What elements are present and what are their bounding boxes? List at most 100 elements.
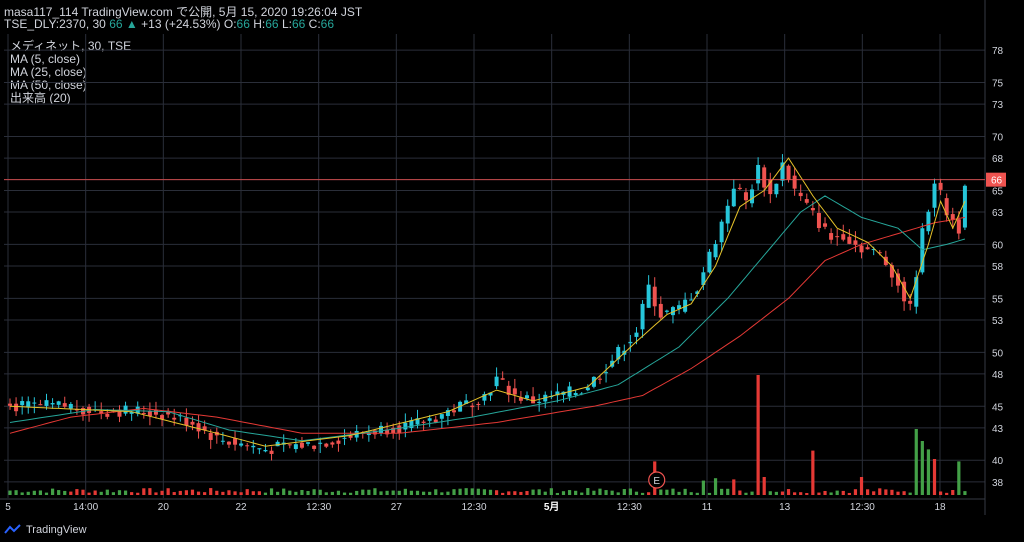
candle-body bbox=[488, 392, 493, 396]
candle-body bbox=[950, 214, 955, 220]
volume-bar bbox=[592, 490, 596, 495]
volume-bar bbox=[63, 490, 67, 495]
candle-body bbox=[677, 305, 682, 310]
publish-info: masa117_114 TradingView.com で公開, 5月 15, … bbox=[4, 5, 363, 19]
last-price-badge-label: 66 bbox=[991, 176, 1003, 187]
candle-body bbox=[707, 251, 712, 273]
x-tick-label: 22 bbox=[235, 502, 247, 513]
volume-bar bbox=[342, 492, 347, 495]
legend-series[interactable]: メディネット, 30, TSE bbox=[10, 39, 132, 53]
volume-bar bbox=[695, 492, 699, 495]
volume-bar bbox=[184, 490, 188, 495]
candle-body bbox=[135, 406, 140, 414]
volume-bar bbox=[902, 491, 906, 495]
x-tick-label: 18 bbox=[934, 502, 946, 513]
volume-bar bbox=[732, 479, 736, 495]
volume-bar bbox=[811, 450, 815, 495]
x-tick-label: 12:30 bbox=[850, 502, 875, 513]
close-value: 66 bbox=[320, 17, 335, 31]
change-value: +13 (+24.53%) bbox=[141, 17, 221, 31]
candle-body bbox=[172, 417, 177, 420]
candle-body bbox=[141, 412, 146, 414]
volume-bar bbox=[215, 490, 219, 495]
candle-body bbox=[433, 419, 438, 423]
candle-body bbox=[956, 219, 961, 234]
volume-bar bbox=[111, 492, 115, 495]
candle-body bbox=[312, 445, 317, 449]
volume-bar bbox=[245, 489, 249, 495]
volume-bar bbox=[330, 491, 334, 495]
volume-bar bbox=[866, 489, 870, 495]
legend-ma50[interactable]: MA (50, close) bbox=[10, 78, 87, 92]
y-tick-label: 50 bbox=[992, 348, 1004, 359]
volume-bar bbox=[403, 488, 407, 495]
volume-bar bbox=[458, 488, 462, 495]
volume-bar bbox=[69, 491, 73, 495]
legend-ma25[interactable]: MA (25, close) bbox=[10, 65, 87, 79]
candle-body bbox=[476, 403, 481, 405]
candle-body bbox=[762, 167, 767, 188]
y-tick-label: 63 bbox=[992, 208, 1004, 219]
candle-body bbox=[342, 437, 347, 439]
volume-bar bbox=[32, 490, 36, 495]
volume-bar bbox=[598, 488, 602, 495]
candle-body bbox=[56, 401, 61, 405]
volume-bar bbox=[428, 491, 432, 495]
candle-body bbox=[658, 303, 663, 318]
candle-body bbox=[506, 385, 511, 395]
candle-body bbox=[32, 402, 37, 404]
candle-body bbox=[597, 378, 602, 380]
volume-bar bbox=[50, 488, 55, 495]
volume-bar bbox=[793, 492, 797, 495]
volume-bar bbox=[567, 490, 572, 495]
earnings-marker-icon bbox=[648, 471, 666, 489]
candle-body bbox=[804, 199, 809, 203]
candle-body bbox=[324, 443, 329, 447]
x-tick-label: 20 bbox=[158, 502, 170, 513]
candle-body bbox=[26, 401, 31, 407]
candle-body bbox=[883, 256, 888, 265]
candle-body bbox=[494, 376, 499, 387]
x-tick-label: 13 bbox=[779, 502, 791, 513]
volume-bar bbox=[555, 492, 560, 495]
volume-bar bbox=[14, 490, 18, 495]
volume-bar bbox=[257, 491, 261, 495]
volume-bar bbox=[914, 429, 918, 495]
legend-ma5[interactable]: MA (5, close) bbox=[10, 52, 81, 66]
volume-bar bbox=[75, 489, 79, 495]
volume-bar bbox=[300, 489, 304, 495]
y-tick-label: 45 bbox=[992, 402, 1004, 413]
candle-body bbox=[908, 300, 913, 304]
candle-body bbox=[926, 211, 931, 232]
ma25-line bbox=[9, 195, 966, 442]
candle-body bbox=[226, 441, 231, 445]
volume-bar bbox=[8, 490, 12, 495]
candle-body bbox=[938, 182, 943, 190]
candle-body bbox=[853, 240, 858, 245]
candle-body bbox=[719, 221, 724, 243]
legend-volume[interactable]: 出来高 (20) bbox=[10, 91, 71, 105]
candle-body bbox=[810, 207, 815, 211]
candle-body bbox=[555, 391, 560, 396]
volume-bar bbox=[957, 461, 961, 495]
candle-body bbox=[944, 198, 949, 216]
volume-bar bbox=[738, 490, 742, 495]
candle-body bbox=[372, 430, 377, 435]
candle-body bbox=[269, 450, 274, 454]
candle-body bbox=[689, 299, 694, 301]
y-tick-label: 65 bbox=[992, 186, 1004, 197]
volume-bar bbox=[227, 490, 231, 495]
candle-body bbox=[385, 429, 390, 435]
x-tick-label: 5 bbox=[5, 502, 11, 513]
candle-body bbox=[202, 426, 207, 431]
candle-body bbox=[695, 291, 700, 294]
volume-bar bbox=[470, 488, 474, 495]
candle-body bbox=[889, 265, 894, 278]
volume-bar bbox=[349, 492, 353, 495]
candle-body bbox=[233, 438, 238, 445]
candle-body bbox=[293, 444, 298, 450]
candle-body bbox=[379, 425, 384, 434]
candle-body bbox=[670, 307, 675, 316]
y-tick-label: 55 bbox=[992, 294, 1004, 305]
